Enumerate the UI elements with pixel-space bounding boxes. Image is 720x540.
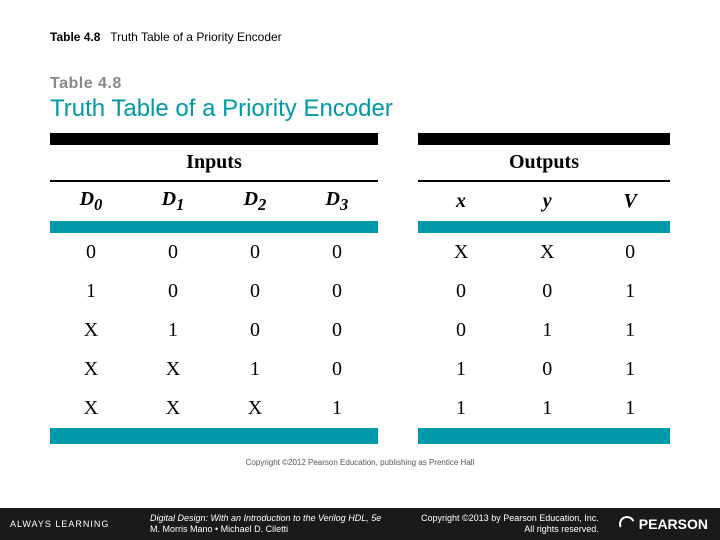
- caption-label: Table 4.8: [50, 30, 100, 44]
- caption-text: Truth Table of a Priority Encoder: [110, 30, 281, 44]
- table-label: Table 4.8: [50, 75, 670, 93]
- book-authors: M. Morris Mano • Michael D. Ciletti: [150, 524, 421, 535]
- copyright-line: Copyright ©2013 by Pearson Education, In…: [421, 513, 599, 524]
- table-row: X X X 1 1 1 1: [50, 389, 670, 428]
- table-figure: Table 4.8 Truth Table of a Priority Enco…: [50, 75, 670, 467]
- col-x: x: [418, 181, 504, 221]
- table-title: Truth Table of a Priority Encoder: [50, 95, 670, 123]
- book-title: Digital Design: With an Introduction to …: [150, 513, 421, 524]
- footer-book-info: Digital Design: With an Introduction to …: [120, 513, 421, 535]
- col-d3: D3: [296, 181, 378, 221]
- footer-tagline: ALWAYS LEARNING: [0, 519, 120, 529]
- pearson-brand-text: PEARSON: [639, 516, 708, 532]
- table-row: X 1 0 0 0 1 1: [50, 311, 670, 350]
- pearson-logo: PEARSON: [607, 516, 720, 532]
- slide: Table 4.8 Truth Table of a Priority Enco…: [0, 0, 720, 540]
- col-v: V: [590, 181, 670, 221]
- group-header-row: Inputs Outputs: [50, 145, 670, 181]
- figure-copyright: Copyright ©2012 Pearson Education, publi…: [50, 458, 670, 467]
- col-d2: D2: [214, 181, 296, 221]
- pearson-arc-icon: [617, 514, 638, 535]
- footer-bar: ALWAYS LEARNING Digital Design: With an …: [0, 508, 720, 540]
- col-d0: D0: [50, 181, 132, 221]
- slide-caption: Table 4.8 Truth Table of a Priority Enco…: [50, 30, 282, 44]
- inputs-header: Inputs: [50, 145, 378, 181]
- table-row: 0 0 0 0 X X 0: [50, 233, 670, 272]
- col-d1: D1: [132, 181, 214, 221]
- col-y: y: [504, 181, 590, 221]
- truth-table: Inputs Outputs D0 D1 D2 D3 x y V: [50, 133, 670, 444]
- footer-copyright: Copyright ©2013 by Pearson Education, In…: [421, 513, 607, 535]
- column-header-row: D0 D1 D2 D3 x y V: [50, 181, 670, 221]
- outputs-header: Outputs: [418, 145, 670, 181]
- table-row: 1 0 0 0 0 0 1: [50, 272, 670, 311]
- rights-line: All rights reserved.: [421, 524, 599, 535]
- table-row: X X 1 0 1 0 1: [50, 350, 670, 389]
